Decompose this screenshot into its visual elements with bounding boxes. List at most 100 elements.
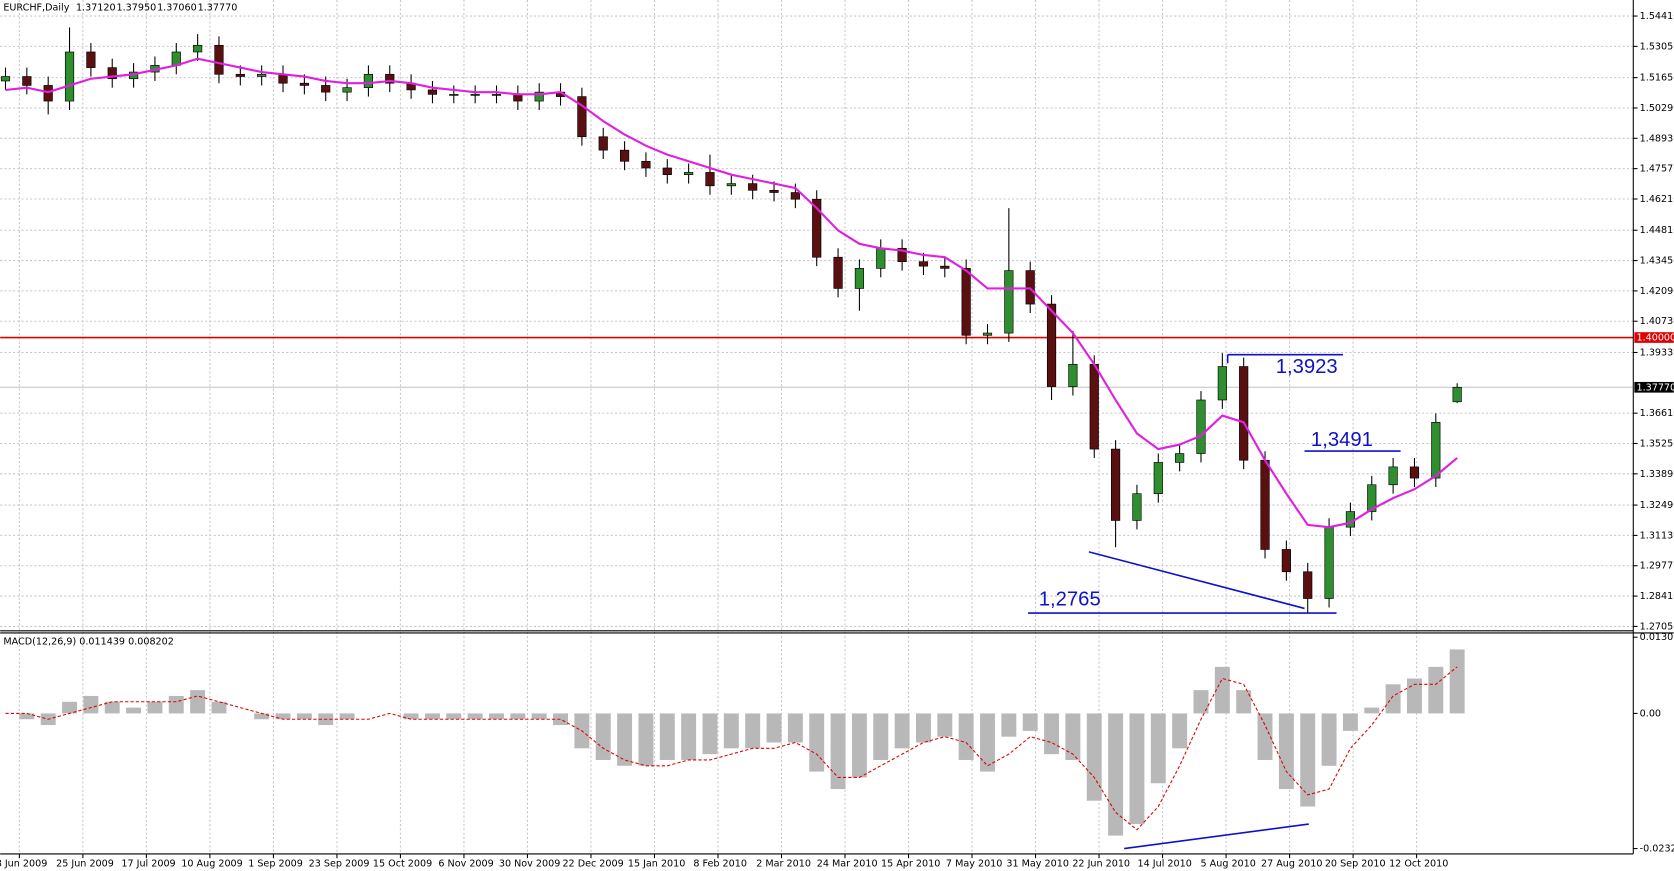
macd-bar [1300, 713, 1316, 807]
macd-bar [1150, 713, 1166, 784]
macd-bar [339, 713, 355, 720]
y-tick-label: 1.47570 [1640, 164, 1674, 175]
quote-value: 1.37060 [157, 2, 197, 13]
macd-bar [1321, 713, 1337, 766]
macd-bar [19, 713, 35, 720]
macd-bar [553, 713, 569, 726]
candle-body [641, 160, 651, 169]
candle-body [684, 172, 694, 175]
candle-body [1345, 511, 1356, 528]
level-label: 1.40000 [1636, 333, 1674, 344]
macd-bar [1342, 713, 1358, 731]
candle-body [257, 73, 267, 77]
quote: 1.37120 1.37950 1.37060 1.37770 [76, 2, 237, 13]
candle-body [299, 82, 309, 86]
candle-body [790, 192, 800, 200]
candle-body [342, 87, 352, 93]
candle-body [961, 268, 971, 336]
candle-body [726, 183, 736, 187]
macd-bar [1406, 678, 1422, 714]
x-tick-label: 8 Feb 2010 [693, 859, 747, 870]
annotation-label: 1,3491 [1311, 429, 1373, 451]
macd-bar [275, 713, 291, 720]
macd-bar [980, 713, 995, 772]
candle-body [833, 256, 843, 289]
macd-bar [723, 713, 739, 749]
macd-bar [403, 713, 419, 720]
candle-body [1025, 270, 1035, 305]
macd-bar [1449, 649, 1465, 714]
candle-body [1089, 363, 1099, 450]
candle-body [1132, 493, 1142, 521]
macd-bar [1001, 713, 1017, 737]
chart-title: EURCHF,Daily [3, 2, 69, 13]
candle-body [214, 44, 224, 75]
annotation-label: 1,2765 [1039, 589, 1101, 611]
macd-bar [851, 713, 867, 778]
trend-line [1088, 551, 1305, 610]
y-tick-label: 1.31130 [1640, 530, 1674, 541]
candle-body [107, 67, 117, 80]
x-tick-label: 12 Oct 2010 [1389, 859, 1448, 870]
candle-body [940, 265, 950, 269]
y-tick-label: 1.28410 [1640, 591, 1674, 602]
macd-bar [1278, 713, 1294, 790]
candle-body [577, 96, 587, 138]
candle-body [1004, 270, 1014, 334]
x-tick-label: 27 Aug 2010 [1261, 859, 1322, 870]
last-price-box [1634, 381, 1674, 393]
candle-body [235, 73, 245, 77]
macd-bar [1022, 713, 1038, 731]
y-tick-label: 1.51650 [1640, 73, 1674, 84]
x-tick-label: 15 Jan 2010 [628, 859, 686, 870]
last-price-label: 1.37770 [1636, 382, 1674, 393]
macd-bar [467, 713, 483, 720]
x-tick-label: 14 Jul 2010 [1138, 859, 1192, 870]
macd-bar [681, 713, 697, 760]
macd-bar [1065, 713, 1081, 760]
candle-body [1452, 386, 1462, 403]
candle-body [1217, 366, 1227, 401]
candle-body [1239, 366, 1249, 461]
y-tick-label: 1.44810 [1640, 225, 1674, 236]
candle-body [321, 85, 331, 93]
x-tick-label: 7 May 2010 [946, 859, 1002, 870]
macd-bar [766, 713, 782, 743]
annotation-label: 1,3923 [1276, 356, 1338, 378]
candle-body [1367, 484, 1377, 512]
macd-bar [254, 713, 270, 720]
macd-bar [1236, 690, 1252, 714]
x-tick-label: 24 Mar 2010 [817, 859, 878, 870]
macd-bar [83, 695, 99, 714]
macd-bar [787, 713, 803, 743]
x-tick-label: 22 Jun 2010 [1072, 859, 1130, 870]
candle-body [619, 149, 630, 162]
macd-bar [62, 701, 78, 714]
y-tick-label: 0.013091 [1640, 632, 1674, 643]
x-tick-label: 10 Aug 2009 [181, 859, 242, 870]
x-tick-label: 1 Sep 2009 [248, 859, 303, 870]
trend-line [1124, 823, 1309, 850]
x-tick-label: 15 Oct 2009 [373, 859, 432, 870]
macd-bar [510, 713, 526, 720]
y-tick-label: 1.50290 [1640, 103, 1674, 114]
candle-body [449, 94, 459, 96]
macd-bar [1044, 713, 1060, 755]
y-tick-label: 0.00 [1640, 708, 1661, 719]
candle-body [1409, 466, 1420, 479]
macd-bar [424, 713, 440, 720]
candle-body [918, 261, 929, 267]
macd-bar [1193, 690, 1209, 714]
level-label-box [1634, 332, 1674, 343]
indicator-title: MACD(12,26,9) 0.011439 0.008202 [3, 637, 174, 648]
candle-body [470, 94, 480, 96]
candle-body [876, 247, 886, 269]
macd-bar [126, 707, 142, 714]
macd-bar [894, 713, 910, 749]
macd-bar [958, 713, 974, 760]
x-tick-label: 17 Jul 2009 [121, 859, 175, 870]
y-tick-label: 1.39330 [1640, 347, 1674, 358]
macd-bar [809, 713, 825, 772]
macd-signal [5, 666, 1458, 831]
y-tick-label: 1.35250 [1640, 438, 1674, 449]
